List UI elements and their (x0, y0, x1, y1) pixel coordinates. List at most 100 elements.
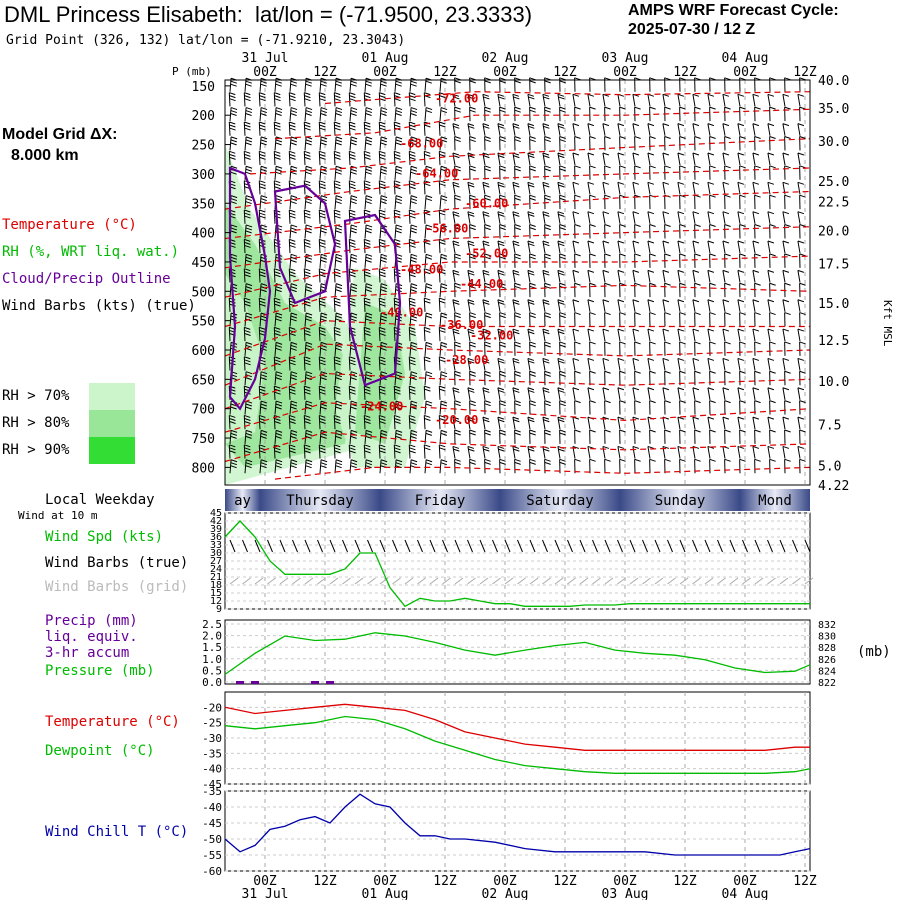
wind-barb-flag (245, 107, 253, 111)
wind-barb (363, 180, 366, 195)
wind-barb (482, 446, 486, 459)
pressure-tick: 826 (818, 655, 836, 666)
wind-barb-flag (528, 389, 535, 393)
wind-barb-flag (379, 414, 386, 418)
wind-barb-flag (274, 385, 281, 389)
wind-barb-flag (305, 230, 312, 234)
wind-barb-flag (767, 299, 775, 303)
legend-rh70-swatch (89, 383, 135, 410)
wind-barb-flag (304, 150, 311, 154)
wind-barb-flag (350, 171, 357, 175)
wind-barb-flag (694, 400, 701, 404)
wind-barb-10m-grid (604, 577, 614, 585)
wind-barb-flag (349, 444, 356, 448)
wind-barb-flag (499, 106, 506, 110)
wind-barb-flag (467, 328, 475, 332)
wind-barb-flag (289, 127, 296, 131)
wind-barb-flag (694, 458, 701, 462)
wind-barb-flag (274, 180, 281, 184)
wind-barb (349, 254, 352, 268)
wind-barb-flag (364, 326, 371, 330)
wind-barb-flag (632, 93, 640, 97)
wind-barb-flag (634, 341, 641, 345)
wind-barb-flag (769, 136, 776, 139)
wind-barb-flag (334, 121, 341, 125)
wind-barb-flag (230, 136, 238, 140)
wind-barb (304, 312, 307, 327)
wind-barb (647, 328, 651, 342)
wind-barb-flag (364, 300, 371, 304)
wind-barb-flag (379, 150, 386, 154)
wind-barb-flag (559, 282, 566, 286)
wind-barb (319, 195, 322, 210)
wind-barb (587, 358, 591, 371)
wind-barb-flag (275, 107, 283, 111)
wind-barb-flag (632, 269, 640, 273)
wind-barb (737, 211, 741, 224)
wind-barb-flag (275, 374, 283, 378)
wind-barb (647, 94, 651, 107)
wind-barb (318, 327, 321, 342)
wind-barb-flag (482, 328, 490, 332)
wind-barb-flag (647, 181, 655, 185)
wind-barb-flag (230, 139, 238, 143)
wind-barb-flag (782, 299, 790, 303)
wind-barb-flag (709, 253, 716, 257)
wind-barb-flag (558, 448, 565, 452)
wind-barb-flag (334, 418, 341, 421)
wind-barb-flag (739, 370, 746, 374)
temperature-contour (274, 466, 811, 480)
wind-barb (782, 240, 786, 254)
wind-barb (393, 444, 396, 459)
wind-barb-flag (334, 180, 341, 184)
wind-barb (409, 166, 412, 180)
wind-barb-10m-grid (742, 577, 751, 585)
wind-barb (363, 298, 366, 312)
wind-barb-flag (604, 194, 611, 198)
wind-barb-flag (350, 224, 358, 228)
wind-barb-flag (513, 301, 520, 305)
wind-barb (318, 239, 321, 254)
wind-barb-flag (245, 198, 253, 202)
wind-barb (482, 328, 486, 342)
wind-barb-flag (559, 194, 566, 198)
wind-barb-flag (319, 156, 326, 160)
wind-barb (363, 92, 366, 107)
wind-barb-flag (335, 400, 343, 404)
wind-barb-flag (512, 357, 520, 361)
wind-barb (274, 371, 277, 386)
wind-barb-flag (410, 230, 417, 234)
wind-barb-10m (392, 539, 398, 553)
wind-barb-flag (350, 195, 358, 199)
wind-barb-flag (244, 303, 251, 307)
wind-barb-flag (662, 269, 670, 273)
wind-barb (408, 415, 411, 430)
wind-barb-flag (409, 127, 416, 131)
wind-barb-flag (364, 333, 371, 336)
wind-barb-flag (513, 331, 520, 335)
wind-barb-flag (289, 447, 296, 451)
wind-barb-flag (454, 168, 461, 172)
wind-barb-flag (557, 211, 565, 215)
wind-barb-flag (572, 93, 580, 97)
temperature-contour-label: -72.00 (435, 91, 478, 105)
wind-barb-flag (409, 385, 416, 389)
wind-barb-flag (769, 312, 776, 316)
wind-barb-flag (335, 142, 342, 146)
wind-barb (557, 94, 561, 107)
wind-barb-flag (467, 445, 475, 449)
wind-barb (408, 444, 411, 459)
wind-barb-flag (484, 373, 491, 377)
wind-barb (379, 136, 382, 151)
wind-barb-flag (497, 240, 505, 244)
wind-barb-flag (334, 150, 341, 154)
wind-barb (318, 151, 321, 166)
wind-barb-flag (707, 181, 715, 185)
wind-barb-flag (365, 341, 373, 345)
wind-barb-flag (440, 224, 448, 228)
wind-barb (497, 328, 501, 342)
wind-barb-flag (395, 230, 402, 234)
wind-barb-flag (602, 123, 610, 127)
wind-barb-flag (739, 224, 746, 228)
wind-barb-flag (289, 333, 296, 336)
